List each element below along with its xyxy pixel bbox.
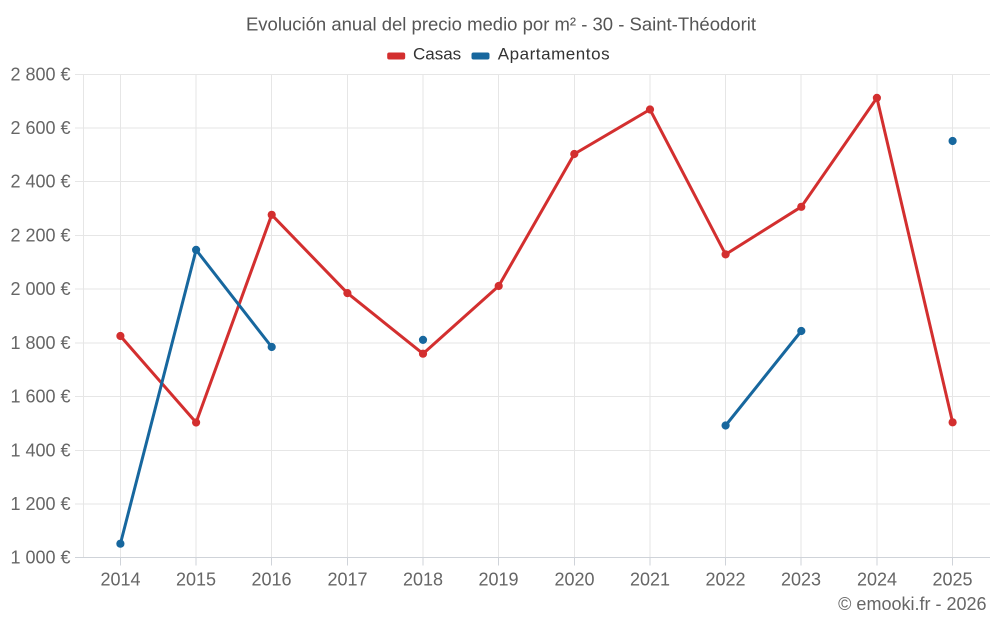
svg-text:2 400 €: 2 400 € <box>10 172 70 192</box>
svg-text:2014: 2014 <box>100 570 140 590</box>
svg-text:© emooki.fr - 2026: © emooki.fr - 2026 <box>838 594 986 614</box>
svg-text:2019: 2019 <box>478 570 518 590</box>
svg-text:1 600 €: 1 600 € <box>10 387 70 407</box>
svg-text:2 800 €: 2 800 € <box>10 65 70 85</box>
svg-text:Apartamentos: Apartamentos <box>498 45 610 64</box>
svg-text:2024: 2024 <box>857 570 897 590</box>
svg-text:2 000 €: 2 000 € <box>10 279 70 299</box>
svg-text:2015: 2015 <box>176 570 216 590</box>
svg-text:1 400 €: 1 400 € <box>10 441 70 461</box>
svg-text:2020: 2020 <box>554 570 594 590</box>
svg-text:2021: 2021 <box>630 570 670 590</box>
svg-text:Casas: Casas <box>413 45 461 64</box>
svg-text:1 000 €: 1 000 € <box>10 548 70 568</box>
svg-text:1 800 €: 1 800 € <box>10 333 70 353</box>
svg-text:2 200 €: 2 200 € <box>10 226 70 246</box>
svg-text:1 200 €: 1 200 € <box>10 494 70 514</box>
svg-text:2025: 2025 <box>932 570 972 590</box>
svg-text:2018: 2018 <box>403 570 443 590</box>
svg-text:Evolución anual del precio med: Evolución anual del precio medio por m² … <box>246 14 756 35</box>
svg-text:2017: 2017 <box>327 570 367 590</box>
svg-text:2016: 2016 <box>251 570 291 590</box>
svg-text:2022: 2022 <box>705 570 745 590</box>
svg-text:2023: 2023 <box>781 570 821 590</box>
svg-text:2 600 €: 2 600 € <box>10 118 70 138</box>
